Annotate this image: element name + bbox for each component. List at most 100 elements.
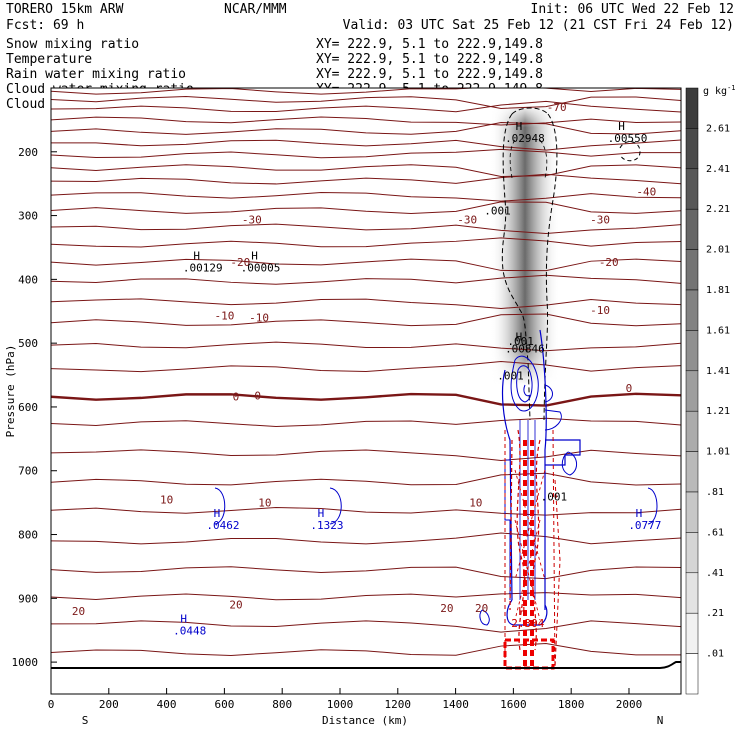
- isotherm: [51, 566, 681, 580]
- maximum-marker: H: [193, 250, 200, 263]
- isotherm: [51, 223, 681, 235]
- colorbar-swatch: [685, 410, 699, 452]
- colorbar-label: 2.21: [706, 204, 730, 215]
- temperature-label: -40: [636, 185, 656, 198]
- temperature-label: 20: [475, 602, 488, 615]
- chart-annotations: -70 -40 -30 -30 -30 -20 -20 -10 -10 -10 0 0 0 10 10 10 2…: [72, 101, 662, 637]
- temperature-label: 10: [160, 493, 173, 506]
- temperature-label: -10: [590, 304, 610, 317]
- maximum-marker: H: [636, 507, 643, 520]
- colorbar-unit: g kg-1: [703, 84, 736, 97]
- colorbar-swatch: [685, 249, 699, 291]
- colorbar-swatch: [685, 168, 699, 210]
- contour-label: .001: [484, 204, 511, 217]
- y-tick-label: 900: [18, 592, 38, 605]
- colorbar-label: 1.61: [706, 325, 730, 336]
- colorbar-swatch: [685, 572, 699, 614]
- x-tick-label: 2000: [616, 698, 643, 711]
- isotherm: [51, 643, 681, 656]
- legend-label: Rain water mixing ratio: [6, 67, 186, 82]
- maximum-value: .0448: [173, 624, 206, 637]
- isotherm: [51, 173, 681, 185]
- colorbar-swatch: [685, 451, 699, 493]
- y-tick-label: 500: [18, 337, 38, 350]
- maximum-value: .1323: [310, 519, 343, 532]
- isotherm: [51, 392, 681, 407]
- isotherm: [51, 88, 681, 95]
- temperature-label: -30: [242, 213, 262, 226]
- temperature-label: -10: [249, 312, 269, 325]
- cloud-ice-inner: [509, 139, 548, 179]
- isotherm: [51, 506, 681, 516]
- colorbar-swatch: [685, 532, 699, 574]
- north-endpoint: N: [657, 714, 664, 727]
- temperature-label: -30: [457, 213, 477, 226]
- forecast-hour: Fcst: 69 h: [6, 18, 84, 33]
- cloud-ice-contour-north: [619, 141, 641, 162]
- legend-xy: XY= 222.9, 5.1 to 222.9,149.8: [316, 52, 543, 67]
- temperature-label: -20: [230, 256, 250, 269]
- isotherm: [51, 164, 681, 177]
- maximum-marker: H: [214, 507, 221, 520]
- isotherm: [51, 201, 681, 214]
- maximum-value: .00129: [183, 262, 223, 275]
- colorbar-label: 2.01: [706, 245, 730, 256]
- isotherm: [51, 258, 681, 272]
- isotherm: [51, 592, 681, 601]
- temperature-label: -10: [214, 310, 234, 323]
- y-tick-label: 800: [18, 529, 38, 542]
- y-axis-title: Pressure (hPa): [4, 345, 17, 438]
- temperature-label: 10: [469, 497, 482, 510]
- contour-label: .001: [497, 370, 524, 383]
- y-tick-label: 300: [18, 210, 38, 223]
- temperature-contours: [51, 88, 681, 656]
- x-tick-label: 800: [272, 698, 292, 711]
- isotherm: [51, 116, 681, 126]
- colorbar-label: 2.61: [706, 123, 730, 134]
- legend-label: Snow mixing ratio: [6, 37, 139, 52]
- contour-label: .001: [507, 335, 534, 348]
- x-axis-title: Distance (km): [322, 714, 408, 727]
- maximum-value: .02948: [505, 132, 545, 145]
- isotherm: [51, 139, 681, 151]
- maximum-marker: H: [516, 120, 523, 133]
- maximum-value: .0462: [206, 519, 239, 532]
- maximum-marker: H: [618, 120, 625, 133]
- colorbar-swatch: [685, 330, 699, 372]
- colorbar-label: 1.21: [706, 406, 730, 417]
- colorbar-swatch: [685, 208, 699, 250]
- isotherm: [51, 532, 681, 545]
- x-axis: 0 200 400 600 800 1000 1200 1400 1600 1800 2000: [48, 688, 643, 711]
- isotherm: [51, 96, 681, 109]
- maximum-marker: H: [180, 612, 187, 625]
- x-tick-label: 1200: [385, 698, 412, 711]
- maximum-value: .00846: [505, 343, 545, 356]
- isotherm: [51, 472, 681, 486]
- maximum-value: 2.304: [511, 617, 544, 630]
- maximum-marker: H: [516, 331, 523, 344]
- cloud-ice-contour: [501, 107, 558, 421]
- x-tick-label: 600: [214, 698, 234, 711]
- legend-xy: XY= 222.9, 5.1 to 222.9,149.8: [316, 67, 543, 82]
- temperature-label: 0: [233, 391, 240, 404]
- colorbar-label: 1.01: [706, 447, 730, 458]
- temperature-label: -30: [590, 213, 610, 226]
- colorbar-swatch: [685, 653, 699, 695]
- maximum-value: .00005: [241, 262, 281, 275]
- maximum-marker: H: [519, 605, 526, 618]
- legend-label: Temperature: [6, 52, 92, 67]
- isotherm: [51, 341, 681, 352]
- maximum-marker: H: [318, 507, 325, 520]
- temperature-label: 20: [229, 599, 242, 612]
- isotherm: [51, 237, 681, 248]
- temperature-label: 20: [440, 602, 453, 615]
- y-tick-label: 700: [18, 465, 38, 478]
- temperature-label: 20: [72, 605, 85, 618]
- temperature-label: 10: [258, 497, 271, 510]
- snow-shading: [490, 105, 560, 385]
- y-tick-label: 600: [18, 401, 38, 414]
- valid-time: Valid: 03 UTC Sat 25 Feb 12 (21 CST Fri …: [343, 18, 734, 33]
- x-tick-label: 1800: [558, 698, 585, 711]
- isotherm: [51, 620, 681, 633]
